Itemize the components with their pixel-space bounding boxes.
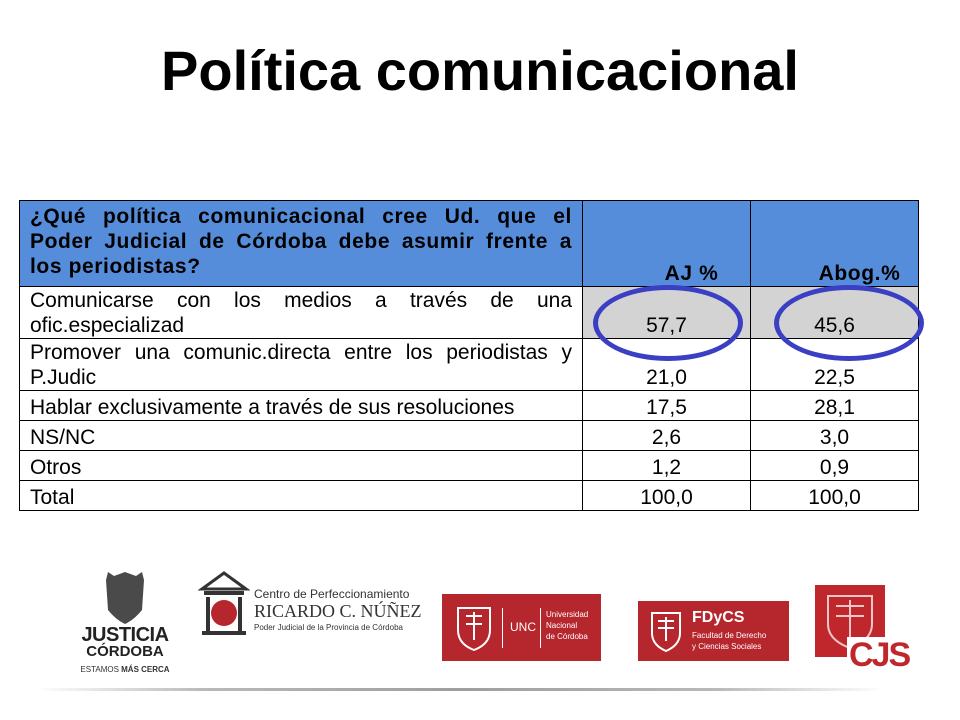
abog-value: 28,1	[750, 390, 919, 421]
tagline-part-b: MÁS CERCA	[121, 665, 170, 674]
justicia-line1: JUSTICIA	[81, 624, 169, 646]
question-header: ¿Qué política comunicacional cree Ud. qu…	[19, 200, 583, 287]
table-row: Otros 1,2 0,9	[19, 450, 919, 481]
building-icon	[198, 571, 250, 635]
footer-divider	[35, 688, 885, 691]
unc-line3: de Córdoba	[546, 632, 588, 641]
table-row: NS/NC 2,6 3,0	[19, 420, 919, 451]
crest-icon	[457, 607, 491, 652]
centro-perfeccionamiento-logo: Centro de Perfeccionamiento RICARDO C. N…	[198, 567, 422, 639]
shield-icon	[106, 572, 144, 624]
row-label: Hablar exclusivamente a través de sus re…	[19, 390, 583, 421]
table-row: Total 100,0 100,0	[19, 480, 919, 511]
row-label: Otros	[19, 450, 583, 481]
highlight-circle-abog	[774, 285, 924, 361]
aj-value: 17,5	[582, 390, 751, 421]
row-label: Total	[19, 480, 583, 511]
abog-value: 3,0	[750, 420, 919, 451]
abog-value: 0,9	[750, 450, 919, 481]
fdycs-line2: y Ciencias Sociales	[692, 642, 762, 651]
unc-logo: UNC Universidad Nacional de Córdoba	[442, 594, 601, 661]
highlight-circle-aj	[593, 285, 743, 361]
row-label: Promover una comunic.directa entre los p…	[19, 338, 583, 391]
fdycs-logo: FDyCS Facultad de Derecho y Ciencias Soc…	[638, 601, 789, 661]
unc-divider	[502, 608, 503, 648]
row-label: NS/NC	[19, 420, 583, 451]
table-header-row: ¿Qué política comunicacional cree Ud. qu…	[19, 200, 919, 287]
abog-value: 100,0	[750, 480, 919, 511]
survey-table: ¿Qué política comunicacional cree Ud. qu…	[19, 200, 919, 511]
table-row: Promover una comunic.directa entre los p…	[19, 338, 919, 391]
column-header-abog: Abog.%	[750, 200, 919, 287]
centro-line3: Poder Judicial de la Provincia de Córdob…	[254, 623, 403, 632]
unc-divider-2	[540, 608, 541, 648]
slide-title: Política comunicacional	[161, 39, 799, 102]
table-row: Hablar exclusivamente a través de sus re…	[19, 390, 919, 421]
aj-value: 2,6	[582, 420, 751, 451]
cjs-abbr: CJS	[847, 636, 911, 674]
justicia-line2: CÓRDOBA	[86, 643, 164, 660]
fdycs-line1: Facultad de Derecho	[692, 631, 767, 640]
row-label: Comunicarse con los medios a través de u…	[19, 286, 583, 339]
crest-icon	[651, 612, 681, 653]
justicia-tagline: ESTAMOS MÁS CERCA	[70, 665, 180, 674]
fdycs-abbr: FDyCS	[692, 609, 745, 626]
centro-line2: RICARDO C. NÚÑEZ	[254, 601, 422, 621]
tagline-part-a: ESTAMOS	[80, 665, 122, 674]
aj-value: 1,2	[582, 450, 751, 481]
cjs-logo: CJS	[815, 585, 911, 675]
aj-value: 100,0	[582, 480, 751, 511]
column-header-aj: AJ %	[582, 200, 751, 287]
unc-line2: Nacional	[546, 621, 578, 630]
unc-line1: Universidad	[546, 610, 589, 619]
centro-line1: Centro de Perfeccionamiento	[254, 587, 410, 601]
partner-logos: JUSTICIA CÓRDOBA ESTAMOS MÁS CERCA Centr…	[0, 565, 960, 675]
unc-abbr: UNC	[510, 620, 536, 634]
justicia-cordoba-logo: JUSTICIA CÓRDOBA ESTAMOS MÁS CERCA	[70, 570, 180, 675]
